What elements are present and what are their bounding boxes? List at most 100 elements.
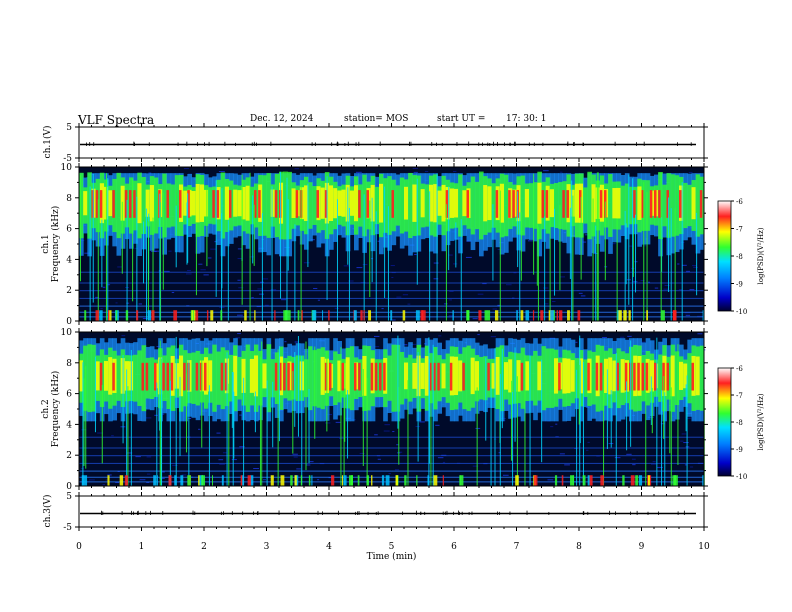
- ch1-spectrogram-speckle: [151, 250, 157, 252]
- ch2-spectrogram-band: [666, 362, 669, 391]
- ch1-spectrogram-band: [687, 184, 692, 227]
- ch2-spectrogram-spike: [233, 391, 235, 459]
- ch1-spectrogram-speckle: [334, 307, 340, 309]
- ch1-spectrogram-band: [412, 184, 417, 222]
- ch1-spectrogram-band: [695, 174, 701, 237]
- ch2-spectrogram-band: [379, 362, 382, 391]
- ch1-spectrogram-band: [420, 189, 425, 218]
- chart-title: VLF Spectra: [78, 113, 155, 127]
- ch2-spectrogram-band: [370, 362, 374, 391]
- ch1-spectrogram-speckle: [186, 273, 192, 275]
- x-tick-label: 1: [139, 542, 145, 552]
- ch2-spectrogram-spike: [499, 373, 501, 486]
- ch1-spectrogram-band: [383, 178, 388, 233]
- ch2-spectrogram-band: [591, 351, 597, 405]
- ch1-spectrogram-lowband: [173, 310, 178, 321]
- ch2-spectrogram-band: [583, 359, 588, 397]
- ch1-spectrogram-speckle: [477, 293, 484, 295]
- ch2-spectrogram-band: [204, 362, 207, 391]
- ch2-spectrogram-lowband: [385, 475, 390, 486]
- ch1-spectrogram-band: [112, 190, 115, 218]
- ch2-spectrogram-band: [412, 362, 417, 389]
- ch1-spectrogram-speckle: [117, 266, 122, 268]
- ch2-spectrogram-lowband: [600, 475, 604, 486]
- ch2-spectrogram-lowband: [395, 475, 399, 486]
- ch2-freq-ylabel: Frequency (kHz): [50, 371, 61, 448]
- ch2-spectrogram-band: [266, 344, 272, 413]
- ch1-spectrogram-spike: [249, 172, 251, 321]
- ch1-spectrogram-spike: [460, 219, 462, 321]
- ch2-spectrogram-ytick-label: 10: [61, 328, 73, 338]
- ch1-spectrogram-spike: [105, 173, 107, 321]
- ch2-spectrogram-band: [87, 344, 92, 413]
- ch1-spectrogram-band: [208, 187, 213, 224]
- ch2-spectrogram-spike: [677, 344, 679, 465]
- ch2-spectrogram-band: [437, 362, 440, 391]
- ch1-spectrogram-spike: [554, 208, 556, 296]
- ch1-spectrogram-speckle: [134, 247, 139, 249]
- ch3-wave-panel: [75, 495, 708, 528]
- ch1-spectrogram-band: [520, 175, 526, 236]
- ch2-spectrogram-speckle: [419, 421, 425, 423]
- ch1-spectrogram-speckle: [198, 263, 203, 265]
- ch2-spectrogram-band: [641, 362, 644, 391]
- ch2-spectrogram-band: [466, 345, 472, 411]
- ch1-spectrogram-band: [308, 182, 313, 229]
- ch2-spectrogram-band: [341, 362, 344, 391]
- ch1-spectrogram-speckle: [448, 315, 454, 317]
- ch2-spectrogram-band: [674, 351, 680, 406]
- ch1-spectrogram-spike: [520, 212, 522, 281]
- ch2-spectrogram-band: [604, 358, 609, 394]
- ch1-spectrogram-band: [129, 190, 132, 218]
- ch1-spectrogram-speckle: [677, 263, 680, 265]
- ch2-spectrogram-speckle: [650, 463, 657, 465]
- ch2-spectrogram-band: [645, 362, 649, 391]
- ch1-spectrogram-lowband: [540, 310, 544, 321]
- start-label: start UT =: [437, 114, 486, 124]
- ch1-spectrogram-spike: [492, 204, 494, 281]
- ch2-spectrogram-band: [554, 358, 559, 394]
- ch1-spectrogram-spike: [107, 178, 109, 321]
- ch2-spectrogram-band: [345, 357, 350, 395]
- ch1-spectrogram-spike: [92, 173, 94, 303]
- ch2-spectrogram-lowband: [554, 475, 558, 486]
- ch1-spectrogram-speckle: [433, 278, 439, 280]
- ch2-spectrogram-lowband: [635, 475, 639, 486]
- ch1-spectrogram-spike: [595, 225, 597, 321]
- ch2-spectrogram-spike: [664, 392, 666, 486]
- ch1-spectrogram-speckle: [465, 256, 472, 258]
- ch2-spectrogram-spike: [159, 340, 161, 486]
- ch2-spectrogram-spike: [277, 349, 279, 486]
- ch1-spectrogram-speckle: [237, 258, 242, 260]
- ch1-spectrogram-band: [508, 190, 511, 218]
- ch1-spectrogram-speckle: [259, 293, 264, 295]
- ch1-spectrogram-spike: [206, 189, 208, 267]
- ch2-spectrogram-lowband: [582, 475, 586, 486]
- ch2-spectrogram-speckle: [327, 414, 333, 416]
- ch1-spectrogram-band: [404, 186, 409, 220]
- ch1-spectrogram-speckle: [678, 289, 683, 291]
- ch1-spectrogram-band: [654, 190, 657, 218]
- ch2-spectrogram-speckle: [620, 336, 625, 338]
- ch2-spectrogram-band: [249, 358, 254, 393]
- ch2-spectrogram-speckle: [172, 464, 178, 466]
- ch1-spectrogram-spike: [416, 178, 418, 285]
- ch2-spectrogram-lowband: [460, 475, 464, 486]
- ch1-spectrogram-spike: [186, 202, 188, 265]
- ch2-spectrogram-spike: [398, 387, 400, 465]
- ch1-spectrogram-band: [462, 190, 467, 217]
- ch1-spectrogram-lowband: [532, 310, 535, 321]
- ch1-spectrogram-spike: [604, 201, 606, 281]
- ch1-colorbar-label: log(PSD)(V²/Hz): [757, 227, 765, 284]
- ch2-spectrogram-spike: [366, 377, 368, 486]
- ch1-spectrogram-lowband: [297, 310, 300, 321]
- ch2-spectrogram-ytick-label: 4: [66, 420, 72, 430]
- ch2-spectrogram-band: [191, 352, 197, 404]
- ch1-spectrogram-hline: [79, 271, 704, 273]
- ch2-spectrogram-band: [383, 362, 386, 391]
- ch2-spectrogram-band: [620, 359, 625, 393]
- ch2-spectrogram-lowband: [242, 475, 244, 486]
- ch1-spectrogram-spike: [580, 197, 582, 280]
- ch1-spectrogram-band: [566, 190, 569, 218]
- ch1-spectrogram-speckle: [664, 284, 670, 286]
